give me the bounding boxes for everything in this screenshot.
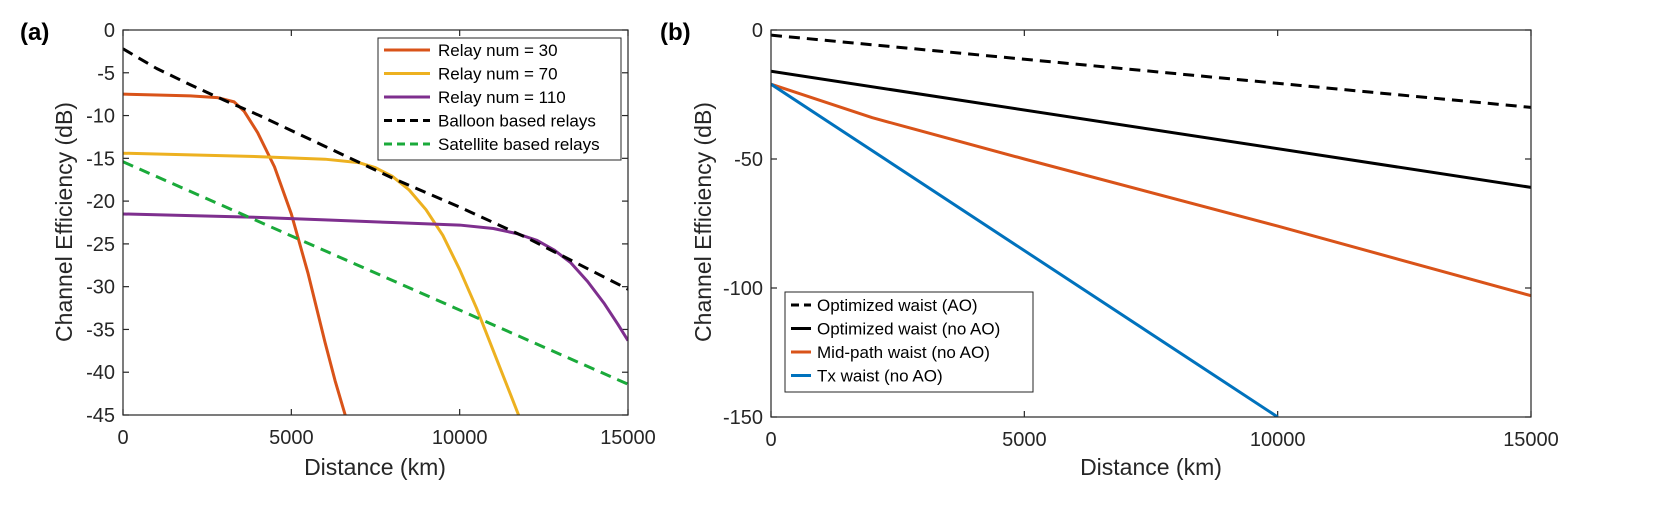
panel-b-series-line-4 [771,82,1279,417]
panel-a-series-line-1 [123,92,347,415]
panel-a-x-tick-label: 0 [117,427,128,449]
panel-a-series-group [123,47,628,415]
panel-a-y-tick-label: -10 [86,106,115,128]
panel-b-axes-frame [770,29,1532,418]
panel-b-legend: Optimized waist (AO) Optimized waist (no … [784,291,1034,393]
panel-a-legend-label: Relay num = 30 [438,41,558,60]
panel-b-x-tick-label: 0 [765,429,776,451]
panel-a-x-tick-label: 15000 [600,427,656,449]
panel-a-legend-label: Satellite based relays [438,135,600,154]
panel-b-x-tick-label: 10000 [1250,429,1306,451]
panel-b-label: (b) [660,19,691,46]
panel-b-legend-box [784,291,1034,393]
panel-b-legend-label: Tx waist (no AO) [817,367,943,386]
panel-a-series-line-3 [123,212,628,342]
panel-b-legend-label: Optimized waist (AO) [817,296,978,315]
panel-a-series-line-4 [123,47,628,291]
panel-a: (a) 0 5000 10000 15000 0 -5 -10 -15 -20 -25 -30 -35… [20,19,656,480]
panel-a-y-tick-label: -40 [86,362,115,384]
panel-b-x-tick-label: 15000 [1503,429,1559,451]
panel-b-y-tick-label: -100 [723,278,763,300]
panel-a-y-tick-label: -5 [97,63,115,85]
panel-b-x-tick-label: 5000 [1002,429,1047,451]
panel-a-y-tick-label: -45 [86,405,115,427]
panel-a-legend-label: Relay num = 110 [438,88,566,107]
panel-a-axes-frame [122,29,629,416]
panel-a-y-tick-label: -30 [86,277,115,299]
panel-b-series-line-2 [771,69,1531,189]
panel-b-y-tick-label: -150 [723,407,763,429]
panel-a-y-tick-label: -20 [86,191,115,213]
panel-b-legend-label: Mid-path waist (no AO) [817,343,990,362]
panel-a-series-line-5 [123,160,628,386]
panel-a-y-tick-label: 0 [104,20,115,42]
panel-a-y-tick-label: -15 [86,148,115,170]
panel-b-y-tick-label: 0 [752,20,763,42]
panel-a-legend-box [377,37,622,161]
panel-a-legend: Relay num = 30 Relay num = 70 Relay num = … [377,37,622,161]
panel-a-series-line-2 [123,151,520,415]
panel-b-series-line-1 [771,33,1531,109]
panel-a-y-tick-label: -35 [86,319,115,341]
panel-b-x-axis-label: Distance (km) [1080,454,1222,480]
panel-b-y-tick-label: -50 [734,149,763,171]
panel-a-legend-label: Balloon based relays [438,112,596,131]
panel-b-legend-label: Optimized waist (no AO) [817,320,1000,339]
panel-b: (b) 0 5000 10000 15000 0 -50 -100 -150 Distance… [660,19,1559,480]
panel-b-series-group [771,33,1531,417]
panel-a-y-axis-label: Channel Efficiency (dB) [51,102,77,342]
panel-b-series-line-3 [771,82,1531,298]
panel-a-label: (a) [20,19,49,46]
panel-a-x-axis-label: Distance (km) [304,454,446,480]
panel-b-y-axis-label: Channel Efficiency (dB) [690,102,716,342]
panel-a-x-tick-label: 5000 [269,427,314,449]
panel-a-legend-label: Relay num = 70 [438,65,558,84]
panel-a-y-tick-label: -25 [86,234,115,256]
panel-a-x-tick-label: 10000 [432,427,488,449]
